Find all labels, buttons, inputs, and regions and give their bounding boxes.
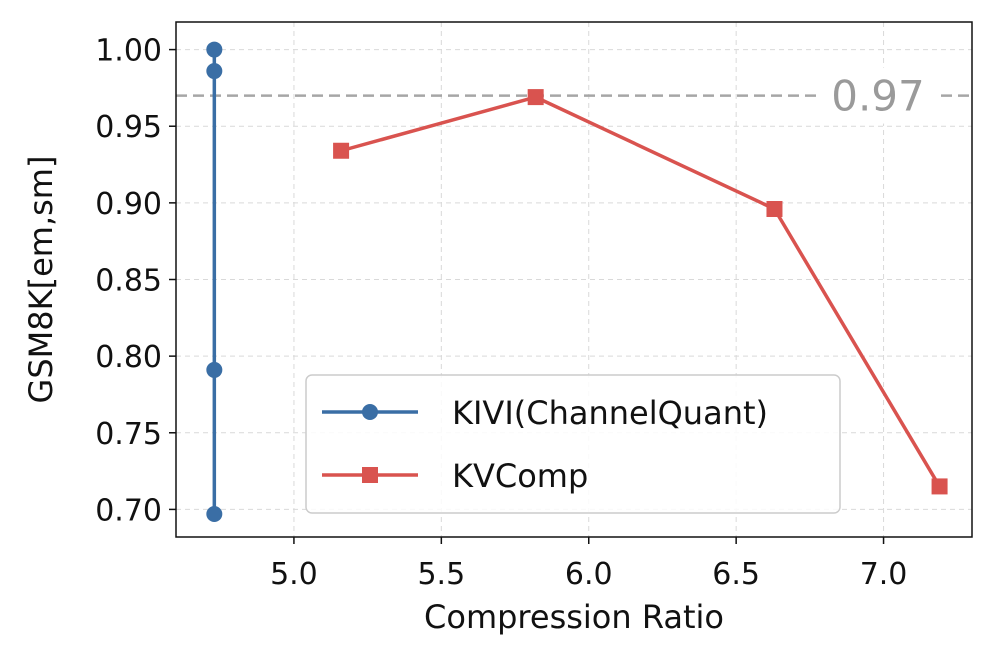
y-tick-label: 0.80 — [95, 340, 162, 375]
x-tick-label: 6.5 — [712, 557, 760, 592]
series-2-point — [333, 142, 350, 159]
series-2-point — [527, 89, 544, 106]
reference-label: 0.97 — [831, 72, 925, 121]
series-1-point — [206, 63, 223, 80]
legend-swatch-marker — [362, 404, 378, 420]
y-tick-label: 1.00 — [95, 34, 162, 69]
y-tick-label: 0.75 — [95, 417, 162, 452]
y-tick-label: 0.85 — [95, 264, 162, 299]
legend-label: KVComp — [452, 457, 588, 495]
legend-label: KIVI(ChannelQuant) — [452, 394, 768, 432]
reference-label-background — [816, 67, 940, 124]
legend-swatch-marker — [362, 467, 378, 483]
y-axis-title: GSM8K[em,sm] — [22, 156, 60, 404]
x-tick-label: 6.0 — [565, 557, 613, 592]
y-tick-label: 0.95 — [95, 110, 162, 145]
x-tick-label: 7.0 — [860, 557, 908, 592]
series-group — [206, 41, 948, 523]
x-tick-label: 5.0 — [270, 557, 318, 592]
series-1-point — [206, 506, 223, 523]
y-tick-labels: 0.70 0.75 0.80 0.85 0.90 0.95 1.00 — [95, 34, 162, 529]
legend: KIVI(ChannelQuant) KVComp — [305, 374, 841, 514]
x-tick-labels: 5.0 5.5 6.0 6.5 7.0 — [270, 557, 907, 592]
series-1-point — [206, 361, 223, 378]
reference-line-group: 0.97 — [176, 67, 972, 124]
y-tick-label: 0.70 — [95, 493, 162, 528]
series-2-point — [766, 200, 783, 217]
series-1-point — [206, 41, 223, 58]
series-2-point — [931, 478, 948, 495]
y-tick-label: 0.90 — [95, 187, 162, 222]
x-axis-title: Compression Ratio — [424, 598, 724, 636]
legend-box — [305, 374, 841, 514]
series-line-2 — [340, 95, 942, 488]
tick-marks — [169, 48, 885, 544]
x-tick-label: 5.5 — [417, 557, 465, 592]
